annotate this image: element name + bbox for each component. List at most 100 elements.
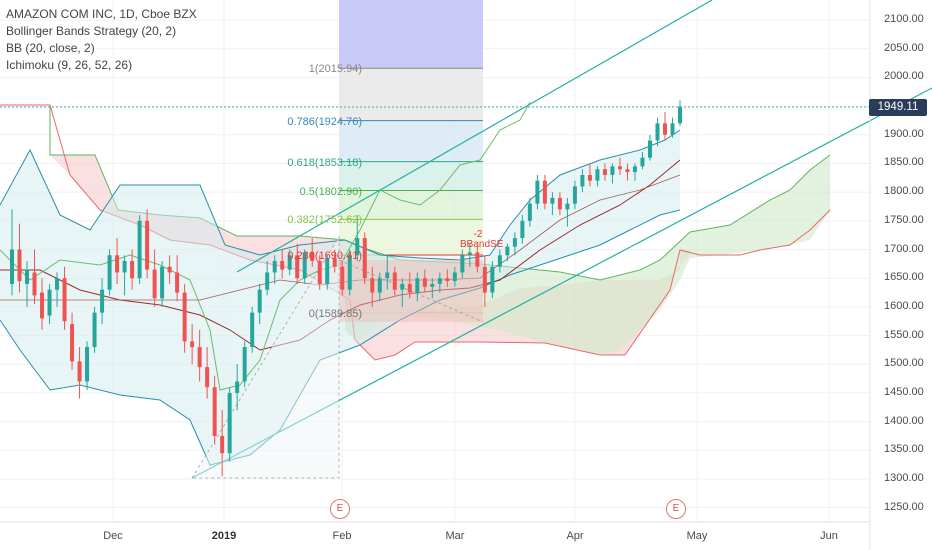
candle-body <box>70 324 75 362</box>
candles <box>10 100 682 477</box>
y-tick-label: 1350.00 <box>884 443 924 456</box>
candle-body <box>332 258 337 267</box>
candle-body <box>400 283 405 290</box>
candle-body <box>182 292 187 342</box>
candle-body <box>145 220 150 270</box>
candle-body <box>242 347 247 382</box>
legend-strategy[interactable]: Bollinger Bands Strategy (20, 2) <box>6 24 177 38</box>
y-tick-label: 1450.00 <box>884 385 924 398</box>
y-tick-label: 1600.00 <box>884 299 924 312</box>
x-tick-label: Dec <box>103 530 123 542</box>
candle-body <box>160 266 165 299</box>
candle-body <box>77 361 82 382</box>
legend-symbol[interactable]: AMAZON COM INC, 1D, Cboe BZX <box>6 7 197 21</box>
x-tick-label: 2019 <box>211 530 237 542</box>
candle-body <box>655 123 660 141</box>
candle-body <box>25 269 30 284</box>
fib-top-band <box>339 0 483 68</box>
candle-body <box>415 278 420 293</box>
candle-body <box>437 278 442 284</box>
candle-body <box>257 289 262 313</box>
candle-body <box>62 278 67 322</box>
candle-body <box>557 197 562 210</box>
candle-body <box>47 289 52 316</box>
candle-body <box>122 261 127 273</box>
x-tick-label: Jun <box>820 530 838 542</box>
candle-body <box>295 255 300 279</box>
candle-body <box>640 157 645 167</box>
y-tick-label: 1850.00 <box>884 156 924 169</box>
candle-body <box>422 278 427 287</box>
legend-bb[interactable]: BB (20, close, 2) <box>6 41 95 55</box>
fib-level-label: 0.618(1853.18) <box>287 156 362 169</box>
candle-body <box>595 169 600 181</box>
y-tick-label: 2100.00 <box>884 13 924 26</box>
candle-body <box>197 347 202 368</box>
candle-body <box>392 272 397 290</box>
candle-body <box>505 246 510 256</box>
candle-body <box>497 255 502 267</box>
signal-name: BBandSE <box>460 239 504 250</box>
candle-body <box>85 347 90 382</box>
candle-body <box>175 272 180 293</box>
candle-body <box>445 278 450 282</box>
y-tick-label: 1650.00 <box>884 271 924 284</box>
candle-body <box>550 197 555 204</box>
fib-level-label: 0.786(1924.76) <box>287 115 362 128</box>
ichimoku-lagging-span <box>0 101 531 391</box>
candle-body <box>355 238 360 256</box>
bollinger-basis <box>0 159 681 351</box>
y-tick-label: 1750.00 <box>884 213 924 226</box>
strategy-signal-label: -2 BBandSE <box>460 230 504 250</box>
candle-body <box>572 186 577 204</box>
y-tick-label: 1400.00 <box>884 414 924 427</box>
candle-body <box>617 166 622 170</box>
candle-body <box>430 283 435 287</box>
candle-body <box>490 266 495 293</box>
y-tick-label: 1550.00 <box>884 328 924 341</box>
candle-body <box>362 238 367 279</box>
fib-level-label: 0.382(1752.62) <box>287 214 362 227</box>
candle-body <box>482 266 487 293</box>
earnings-event-icon-apr[interactable]: E <box>666 499 686 519</box>
candle-body <box>662 123 667 135</box>
candle-body <box>647 140 652 158</box>
candle-body <box>377 278 382 293</box>
candle-body <box>452 272 457 282</box>
candle-body <box>32 272 37 296</box>
candle-body <box>370 278 375 293</box>
fib-zone <box>339 190 483 220</box>
earnings-event-icon-feb[interactable]: E <box>330 499 350 519</box>
candle-body <box>152 269 157 299</box>
candle-body <box>460 255 465 273</box>
candle-body <box>385 272 390 279</box>
candle-body <box>602 169 607 175</box>
candle-body <box>587 174 592 181</box>
bollinger-upper-band <box>0 129 681 261</box>
candle-body <box>407 283 412 293</box>
y-tick-label: 1800.00 <box>884 185 924 198</box>
candle-body <box>17 249 22 282</box>
chart-legend: AMAZON COM INC, 1D, Cboe BZX Bollinger B… <box>6 6 197 74</box>
y-tick-label: 1250.00 <box>884 500 924 513</box>
x-tick-label: Mar <box>445 530 465 542</box>
candle-body <box>235 381 240 393</box>
candle-body <box>92 312 97 348</box>
candle-body <box>475 252 480 267</box>
candle-body <box>302 252 307 279</box>
candle-body <box>580 174 585 187</box>
candle-body <box>340 266 345 290</box>
candle-body <box>115 255 120 273</box>
y-tick-label: 2050.00 <box>884 41 924 54</box>
candle-body <box>280 261 285 270</box>
legend-ichimoku[interactable]: Ichimoku (9, 26, 52, 26) <box>6 58 133 72</box>
candle-body <box>325 258 330 284</box>
fib-zone <box>339 68 483 121</box>
candle-body <box>55 278 60 290</box>
bollinger-band-fill <box>0 130 680 465</box>
candle-body <box>205 367 210 388</box>
candle-body <box>520 220 525 239</box>
fib-level-label: 0.5(1802.90) <box>299 185 362 198</box>
candle-body <box>467 252 472 256</box>
